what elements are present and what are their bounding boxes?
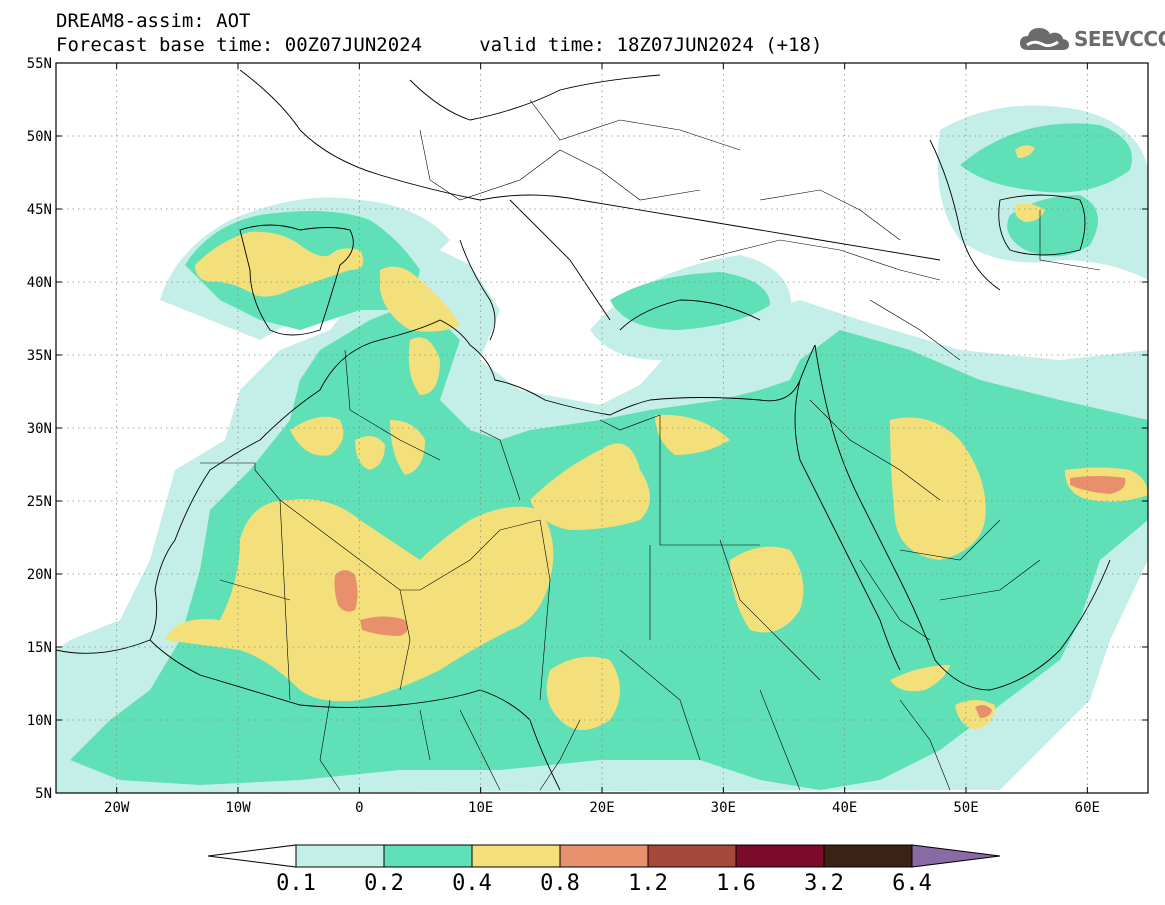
aot-band-0.4 xyxy=(165,145,1148,730)
colorbar-low-arrow xyxy=(207,844,297,868)
colorbar-segment xyxy=(647,844,737,868)
y-tick-label: 25N xyxy=(27,494,52,510)
y-tick-label: 35N xyxy=(27,348,52,364)
colorbar-segment xyxy=(823,844,913,868)
colorbar-segment xyxy=(383,844,473,868)
colorbar-label: 0.1 xyxy=(276,871,316,896)
y-tick-label: 20N xyxy=(27,567,52,583)
colorbar-high-arrow xyxy=(911,844,1001,868)
aot-field xyxy=(56,63,1148,793)
x-tick-label: 10E xyxy=(468,800,493,816)
cloud-icon xyxy=(1020,28,1069,50)
y-tick-label: 15N xyxy=(27,640,52,656)
y-tick-label: 55N xyxy=(27,56,52,72)
y-tick-label: 10N xyxy=(27,713,52,729)
colorbar-label: 0.2 xyxy=(364,871,404,896)
coastlines xyxy=(56,69,1111,791)
x-tick-label: 30E xyxy=(711,800,736,816)
colorbar-segment xyxy=(735,844,825,868)
colorbar-segment xyxy=(559,844,649,868)
colorbar-label: 1.2 xyxy=(628,871,668,896)
map-title: DREAM8-assim: AOT xyxy=(56,10,251,32)
colorbar-segment xyxy=(471,844,561,868)
borders xyxy=(200,99,1101,791)
colorbar-label: 0.4 xyxy=(452,871,492,896)
y-tick-label: 5N xyxy=(35,786,52,802)
colorbar-label: 0.8 xyxy=(540,871,580,896)
colorbar-label: 6.4 xyxy=(892,871,932,896)
colorbar-label: 3.2 xyxy=(804,871,844,896)
y-tick-label: 50N xyxy=(27,129,52,145)
graticule xyxy=(56,63,1148,793)
seevccc-logo: SEEVCCC xyxy=(1018,22,1165,56)
aot-band-0.8 xyxy=(334,476,1126,718)
logo-text: SEEVCCC xyxy=(1074,27,1165,51)
x-tick-label: 0 xyxy=(355,800,363,816)
x-tick-label: 50E xyxy=(953,800,978,816)
colorbar: 0.1 0.2 0.4 0.8 1.2 1.6 3.2 6.4 xyxy=(207,844,1001,896)
x-tick-label: 60E xyxy=(1075,800,1100,816)
y-tick-label: 30N xyxy=(27,421,52,437)
x-tick-label: 40E xyxy=(832,800,857,816)
colorbar-label: 1.6 xyxy=(716,871,756,896)
x-tick-label: 20W xyxy=(104,800,130,816)
x-tick-label: 10W xyxy=(225,800,251,816)
colorbar-segment xyxy=(295,844,385,868)
y-tick-label: 45N xyxy=(27,202,52,218)
forecast-time-line: Forecast base time: 00Z07JUN2024 valid t… xyxy=(56,34,823,56)
x-tick-label: 20E xyxy=(589,800,614,816)
y-tick-label: 40N xyxy=(27,275,52,291)
